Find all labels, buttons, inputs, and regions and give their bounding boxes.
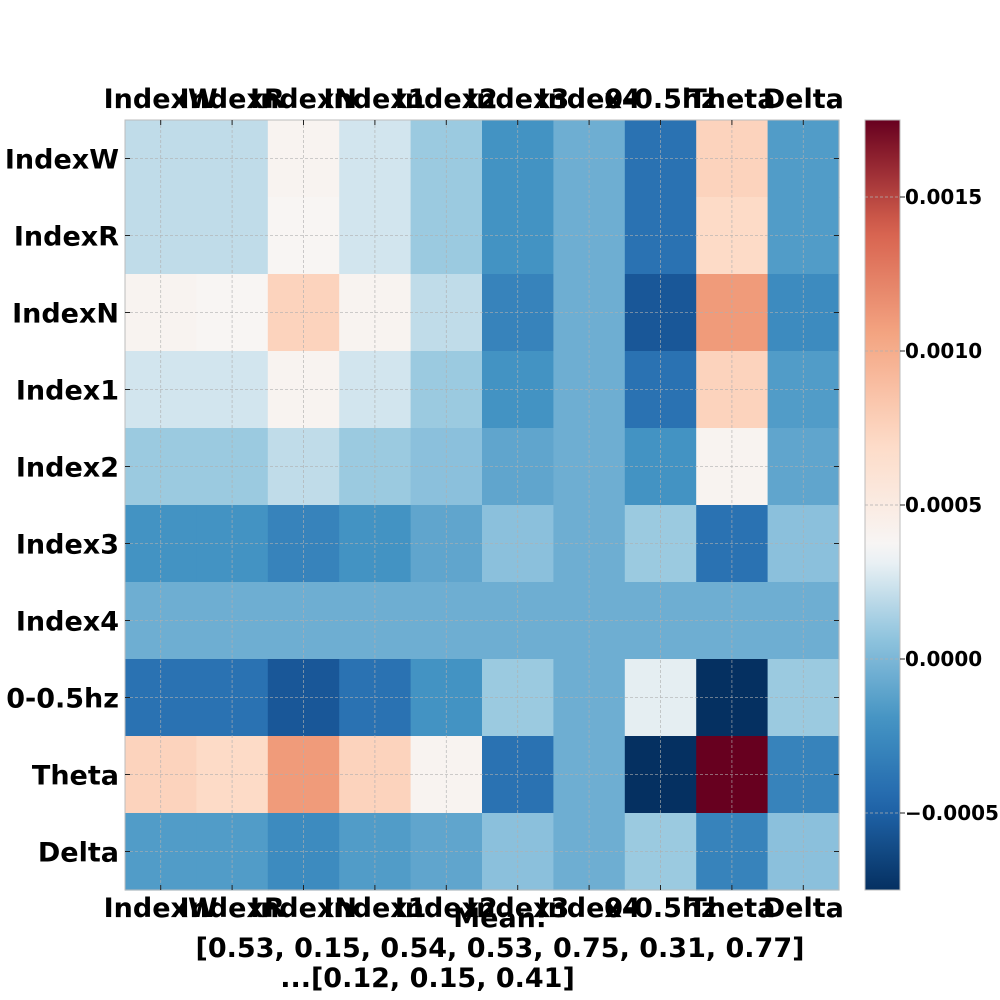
x-tick-label-top: Delta (763, 84, 844, 115)
x-tick-label-bottom: Index1 (323, 893, 426, 924)
colorbar-tick-label: 0.0010 (905, 339, 982, 363)
x-tick-label-bottom: Index3 (466, 893, 569, 924)
colorbar-ticks: −0.0005 0.0000 0.0005 0.0010 0.0015 (865, 185, 999, 825)
y-tick-label: IndexN (12, 299, 119, 330)
y-tick-label: Index1 (16, 376, 119, 407)
colorbar-tick-label: 0.0015 (905, 185, 982, 209)
x-tick-label-top: Index2 (395, 84, 498, 115)
x-tick-label-bottom: IndexW (104, 893, 218, 924)
x-tick-label-top: Index1 (323, 84, 426, 115)
x-tick-label-top: IndexW (104, 84, 218, 115)
y-tick-label: IndexW (5, 145, 119, 176)
x-tick-label-top: Index4 (538, 84, 641, 115)
y-tick-label: Index3 (16, 530, 119, 561)
x-tick-label-top: Index3 (466, 84, 569, 115)
left-axis-labels: IndexW IndexR IndexN Index1 Index2 Index3 Inde… (5, 145, 119, 869)
x-tick-label-bottom: IndexR (180, 893, 285, 924)
x-tick-label-bottom: Delta (763, 893, 844, 924)
caption-line-1: Mean: (453, 903, 547, 934)
x-tick-label-top: IndexN (250, 84, 357, 115)
x-tick-label-bottom: Index2 (395, 893, 498, 924)
x-tick-label-top: Theta (688, 84, 775, 115)
colorbar-tick-label: 0.0005 (905, 493, 982, 517)
y-tick-label: Index4 (16, 607, 119, 638)
x-tick-label-top: 0-0.5hz (604, 84, 717, 115)
caption-line-2: [0.53, 0.15, 0.54, 0.53, 0.75, 0.31, 0.7… (195, 933, 805, 964)
y-tick-label: 0-0.5hz (6, 684, 119, 715)
heatmap-grid (125, 120, 839, 890)
y-tick-label: IndexR (14, 222, 119, 253)
y-tick-label: Delta (38, 838, 119, 869)
x-tick-label-bottom: 0-0.5hz (604, 893, 717, 924)
colorbar-tick-label: −0.0005 (905, 801, 999, 825)
caption-line-3: ...[0.12, 0.15, 0.41] (280, 963, 575, 994)
x-tick-label-bottom: IndexN (250, 893, 357, 924)
top-axis-labels: IndexWIndexRIndexNIndex1Index2Index3Inde… (104, 84, 844, 115)
x-tick-label-top: IndexR (180, 84, 285, 115)
x-tick-label-bottom: Theta (688, 893, 775, 924)
y-tick-label: Theta (32, 761, 119, 792)
heatmap-frame (124, 119, 840, 891)
x-tick-label-bottom: Index4 (538, 893, 641, 924)
axis-ticks (125, 120, 839, 890)
mean-caption: Mean: [0.53, 0.15, 0.54, 0.53, 0.75, 0.3… (0, 904, 1000, 994)
bottom-axis-labels: IndexWIndexRIndexNIndex1Index2Index3Inde… (104, 893, 844, 924)
y-tick-label: Index2 (16, 453, 119, 484)
colorbar-tick-label: 0.0000 (905, 647, 982, 671)
